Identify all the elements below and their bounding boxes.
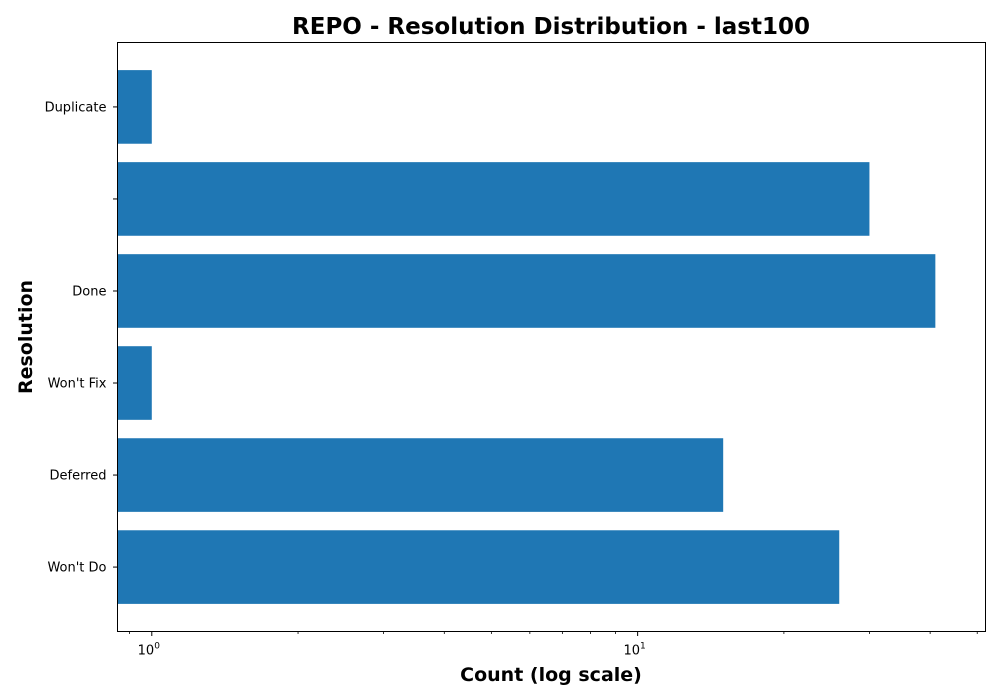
y-tick-label: Won't Fix: [48, 377, 107, 392]
bars-group: [117, 70, 936, 604]
plot-frame: [117, 42, 986, 632]
y-tick-label: Deferred: [49, 469, 106, 484]
bar-done: [117, 254, 936, 328]
x-ticks-group: 100 101: [129, 631, 978, 659]
y-ticks-group: Won't Do Deferred Won't Fix Done Duplicate: [45, 100, 118, 576]
bar-duplicate: [117, 70, 152, 144]
y-tick-label: Won't Do: [47, 561, 106, 576]
y-tick-label: Done: [72, 284, 106, 299]
x-axis-label: Count (log scale): [460, 664, 642, 686]
chart-title: REPO - Resolution Distribution - last100: [292, 14, 810, 40]
bar-unlabeled: [117, 162, 870, 236]
x-tick-label: 100: [138, 642, 161, 659]
bar-won-t-fix: [117, 346, 152, 420]
x-tick-label: 101: [623, 642, 645, 659]
y-tick-label: Duplicate: [45, 100, 107, 115]
bar-won-t-do: [117, 530, 840, 604]
bar-deferred: [117, 438, 724, 512]
y-axis-label: Resolution: [15, 280, 37, 394]
